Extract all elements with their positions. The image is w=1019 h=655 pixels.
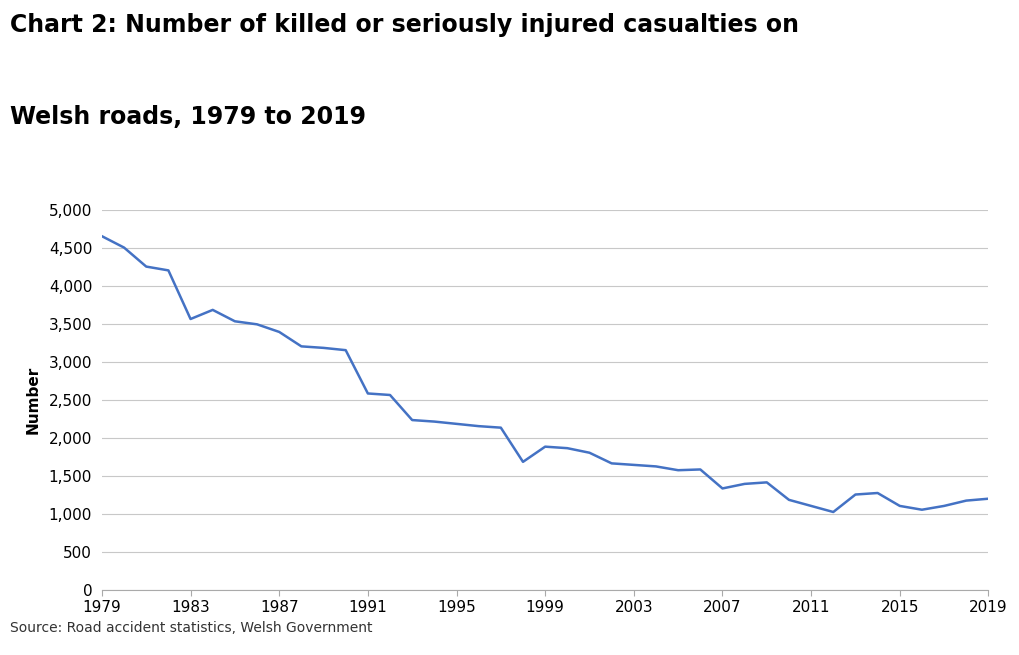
Text: Source: Road accident statistics, Welsh Government: Source: Road accident statistics, Welsh … [10, 622, 373, 635]
Y-axis label: Number: Number [25, 365, 41, 434]
Text: Welsh roads, 1979 to 2019: Welsh roads, 1979 to 2019 [10, 105, 366, 129]
Text: Chart 2: Number of killed or seriously injured casualties on: Chart 2: Number of killed or seriously i… [10, 13, 799, 37]
